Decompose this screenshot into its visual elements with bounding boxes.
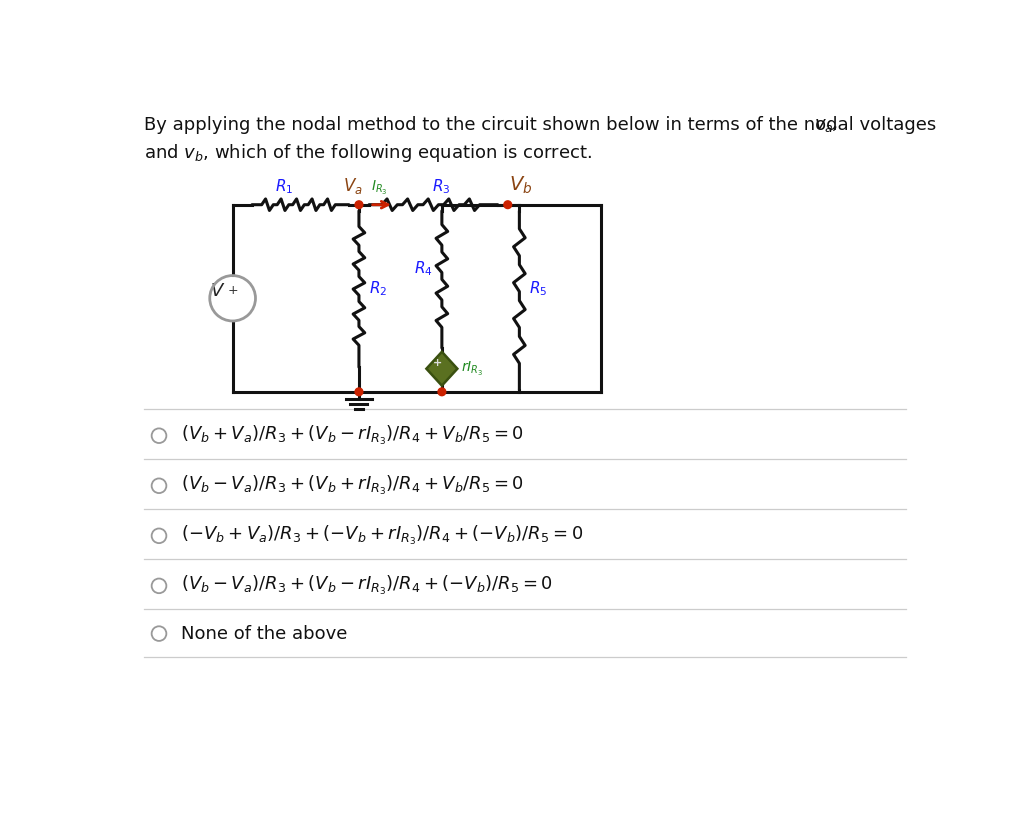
Text: +: + [433,358,442,368]
Text: $R_2$: $R_2$ [369,280,387,299]
Text: $R_1$: $R_1$ [275,177,293,196]
Text: $R_5$: $R_5$ [528,280,547,299]
Circle shape [504,201,512,208]
Text: $I_{R_3}$: $I_{R_3}$ [372,179,388,197]
Text: +: + [227,284,238,297]
Circle shape [438,388,445,396]
Circle shape [355,388,362,396]
Text: $(V_b + V_a)/R_3 + (V_b - rI_{R_3})/R_4 + V_b/R_5 = 0$: $(V_b + V_a)/R_3 + (V_b - rI_{R_3})/R_4 … [180,424,523,447]
Text: $(V_b - V_a)/R_3 + (V_b - rI_{R_3})/R_4 + (-V_b)/R_5 = 0$: $(V_b - V_a)/R_3 + (V_b - rI_{R_3})/R_4 … [180,575,553,597]
Circle shape [355,201,362,208]
Text: $rI_{R_3}$: $rI_{R_3}$ [461,360,483,378]
Text: $R_4$: $R_4$ [414,260,432,278]
Text: $V_a$: $V_a$ [343,177,362,196]
Text: $(V_b - V_a)/R_3 + (V_b + rI_{R_3})/R_4 + V_b/R_5 = 0$: $(V_b - V_a)/R_3 + (V_b + rI_{R_3})/R_4 … [180,475,523,497]
Text: V: V [211,282,223,300]
Text: $V_b$: $V_b$ [509,175,532,196]
Text: $R_3$: $R_3$ [432,177,451,196]
Text: $v_a$,: $v_a$, [814,116,839,134]
Text: None of the above: None of the above [180,624,347,642]
Polygon shape [426,352,458,386]
Text: and $v_b$, which of the following equation is correct.: and $v_b$, which of the following equati… [143,142,592,164]
Text: By applying the nodal method to the circuit shown below in terms of the nodal vo: By applying the nodal method to the circ… [143,116,941,134]
Text: $(-V_b + V_a)/R_3 + (-V_b + rI_{R_3})/R_4 + (-V_b)/R_5 = 0$: $(-V_b + V_a)/R_3 + (-V_b + rI_{R_3})/R_… [180,524,583,547]
